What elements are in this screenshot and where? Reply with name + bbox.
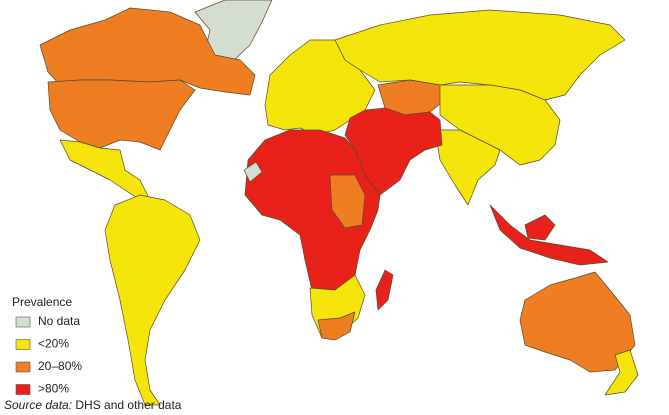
indonesia [489, 204, 609, 266]
south-america [104, 194, 201, 406]
source-prefix: Source data: [4, 398, 72, 412]
source-text: DHS and other data [75, 398, 181, 412]
legend-label: No data [38, 314, 80, 328]
legend-label: >80% [38, 382, 69, 396]
world-map [39, 0, 639, 406]
south-africa [317, 311, 356, 341]
africa-north-west [244, 129, 381, 291]
sudan-region [329, 174, 366, 229]
legend: No data <20% 20–80% >80% [15, 314, 82, 396]
legend-swatch [15, 384, 31, 395]
new-zealand [604, 349, 639, 396]
legend-swatch [15, 316, 31, 328]
mexico-central-america [59, 139, 151, 201]
legend-swatch [15, 339, 31, 350]
south-asia [434, 129, 501, 206]
legend-title: Prevalence [12, 295, 72, 309]
borneo [524, 214, 556, 241]
madagascar [375, 269, 394, 311]
legend-swatch [15, 361, 31, 373]
united-states [47, 79, 196, 151]
source-note: Source data: DHS and other data [4, 398, 182, 412]
legend-label: <20% [38, 337, 69, 351]
legend-label: 20–80% [38, 359, 82, 373]
western-sahara [243, 161, 263, 183]
russia-north-asia [334, 9, 626, 101]
